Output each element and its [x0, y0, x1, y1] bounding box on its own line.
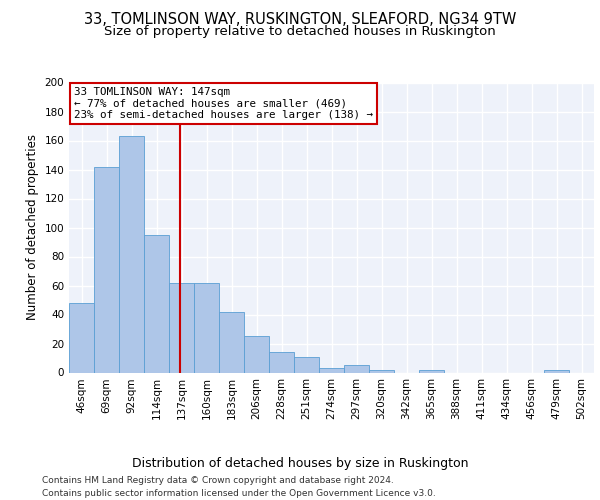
- Bar: [319, 368, 344, 372]
- Bar: [144, 235, 169, 372]
- Bar: [294, 356, 319, 372]
- Bar: [69, 303, 94, 372]
- Bar: [194, 282, 219, 372]
- Bar: [94, 166, 119, 372]
- Text: 33, TOMLINSON WAY, RUSKINGTON, SLEAFORD, NG34 9TW: 33, TOMLINSON WAY, RUSKINGTON, SLEAFORD,…: [84, 12, 516, 28]
- Bar: [244, 336, 269, 372]
- Bar: [119, 136, 144, 372]
- Bar: [219, 312, 244, 372]
- Bar: [369, 370, 394, 372]
- Text: Distribution of detached houses by size in Ruskington: Distribution of detached houses by size …: [132, 458, 468, 470]
- Bar: [344, 365, 369, 372]
- Text: 33 TOMLINSON WAY: 147sqm
← 77% of detached houses are smaller (469)
23% of semi-: 33 TOMLINSON WAY: 147sqm ← 77% of detach…: [74, 87, 373, 120]
- Text: Contains HM Land Registry data © Crown copyright and database right 2024.: Contains HM Land Registry data © Crown c…: [42, 476, 394, 485]
- Bar: [419, 370, 444, 372]
- Bar: [269, 352, 294, 372]
- Text: Contains public sector information licensed under the Open Government Licence v3: Contains public sector information licen…: [42, 489, 436, 498]
- Bar: [544, 370, 569, 372]
- Y-axis label: Number of detached properties: Number of detached properties: [26, 134, 39, 320]
- Bar: [169, 282, 194, 372]
- Text: Size of property relative to detached houses in Ruskington: Size of property relative to detached ho…: [104, 25, 496, 38]
